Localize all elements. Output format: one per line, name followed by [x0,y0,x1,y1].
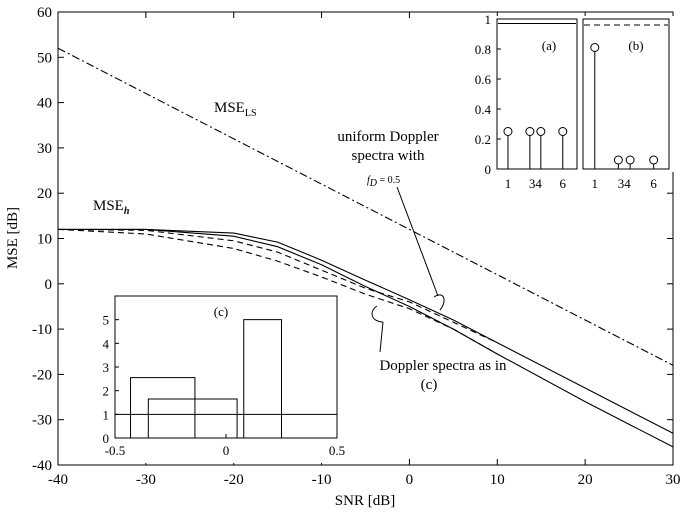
inset-x-tick-label: 6 [560,176,567,191]
stem-marker [590,43,600,52]
series-line-5 [57,228,498,355]
inset-c-y-tick-label: 0 [103,431,110,446]
y-tick-label: 40 [37,96,52,112]
inset-y-tick-label: 1 [485,12,492,27]
arrow-to-uniform-curves [396,186,439,297]
y-axis-label: MSE [dB] [5,207,21,269]
stem-marker [503,127,513,136]
spectrum-rect-2 [147,398,238,438]
y-tick-label: 60 [37,5,52,21]
inset-x-tick-label: 34 [529,176,543,191]
inset-c-y-tick-label: 4 [103,336,110,351]
series-line-2 [58,228,674,434]
spectrum-rect-3 [243,319,282,438]
stem-marker [525,127,535,136]
y-tick-label: 10 [37,232,52,248]
annotation-arrows [371,186,445,353]
x-tick-label: 30 [666,472,681,488]
y-tick-label: -10 [32,322,52,338]
inset-x-tick-label: 6 [650,176,657,191]
inset-y-tick-label: 0.6 [475,72,492,87]
doppler-spectra-label-line1: Doppler spectra as in [379,358,507,374]
doppler-curves-marker [371,305,384,323]
y-tick-label: -40 [32,458,52,474]
inset-b: 1 34 6 (b) [582,18,670,191]
y-tick-label: 50 [37,50,52,66]
arrow-to-doppler-curves [379,321,384,353]
inset-c-panel-label: (c) [214,304,228,319]
inset-c-x-tick-label: 0.5 [329,443,345,458]
series-line-3 [58,228,674,448]
inset-c-background [90,287,348,463]
inset-a: 0 0.2 0.4 0.6 0.8 1 1 34 6 (a) [475,12,676,191]
inset-a-panel-label: (a) [542,38,556,53]
x-tick-label: 10 [490,472,505,488]
inset-b-panel-label: (b) [628,38,643,53]
x-tick-label: 20 [578,472,593,488]
x-axis-label: SNR [dB] [335,493,395,509]
inset-c-y-tick-label: 1 [103,407,110,422]
y-tick-label: 20 [37,186,52,202]
doppler-spectra-label-line2: (c) [421,377,438,393]
inset-b-frame [582,18,670,170]
inset-c-x-tick-label: -0.5 [105,443,126,458]
inset-x-tick-label: 34 [618,176,632,191]
inset-y-tick-label: 0.2 [475,132,491,147]
y-tick-label: 0 [45,277,53,293]
inset-a-background [482,16,676,172]
inset-b-marks [584,24,668,169]
uniform-doppler-label-line1: uniform Doppler [337,129,438,145]
stem-marker [613,155,623,165]
inset-c-y-tick-label: 2 [103,384,110,399]
inset-y-tick-label: 0 [485,162,492,177]
inset-x-tick-label: 1 [505,176,512,191]
main-series-group [57,47,674,448]
inset-c-y-tick-label: 3 [103,360,110,375]
x-tick-label: 0 [406,472,414,488]
uniform-doppler-label-line2: spectra with [352,148,425,164]
mse-ls-label: MSELS [214,100,257,119]
y-tick-label: -20 [32,367,52,383]
inset-x-tick-label: 1 [592,176,599,191]
x-tick-label: -20 [224,472,244,488]
inset-a-ticks: 0 0.2 0.4 0.6 0.8 1 1 34 6 [475,12,567,191]
spectrum-rect-1 [130,377,196,438]
fd-label: fD = 0.5 [367,175,400,189]
mse-h-label: MSEh [93,198,130,217]
x-tick-label: -30 [136,472,156,488]
uniform-curves-marker [433,294,445,311]
x-tick-label: -40 [48,472,68,488]
stem-marker [625,155,635,165]
inset-c-y-tick-label: 5 [103,313,110,328]
main-axis-ticks: -40 -30 -20 -10 0 10 20 30-40-30-20-10010203040… [32,5,681,488]
x-tick-label: -10 [312,472,332,488]
inset-a-frame [496,18,578,170]
inset-b-ticks: 1 34 6 [592,176,658,191]
inset-a-marks [498,23,576,169]
inset-y-tick-label: 0.8 [475,42,491,57]
stem-marker [649,155,659,165]
stem-marker [536,127,546,136]
y-tick-label: -30 [32,413,52,429]
inset-y-tick-label: 0.4 [475,102,492,117]
series-line-4 [57,228,498,344]
inset-c-marks [115,319,337,438]
inset-c-x-tick-label: 0 [223,443,230,458]
stem-marker [558,127,568,136]
series-line-1 [57,47,674,366]
y-tick-label: 30 [37,141,52,157]
